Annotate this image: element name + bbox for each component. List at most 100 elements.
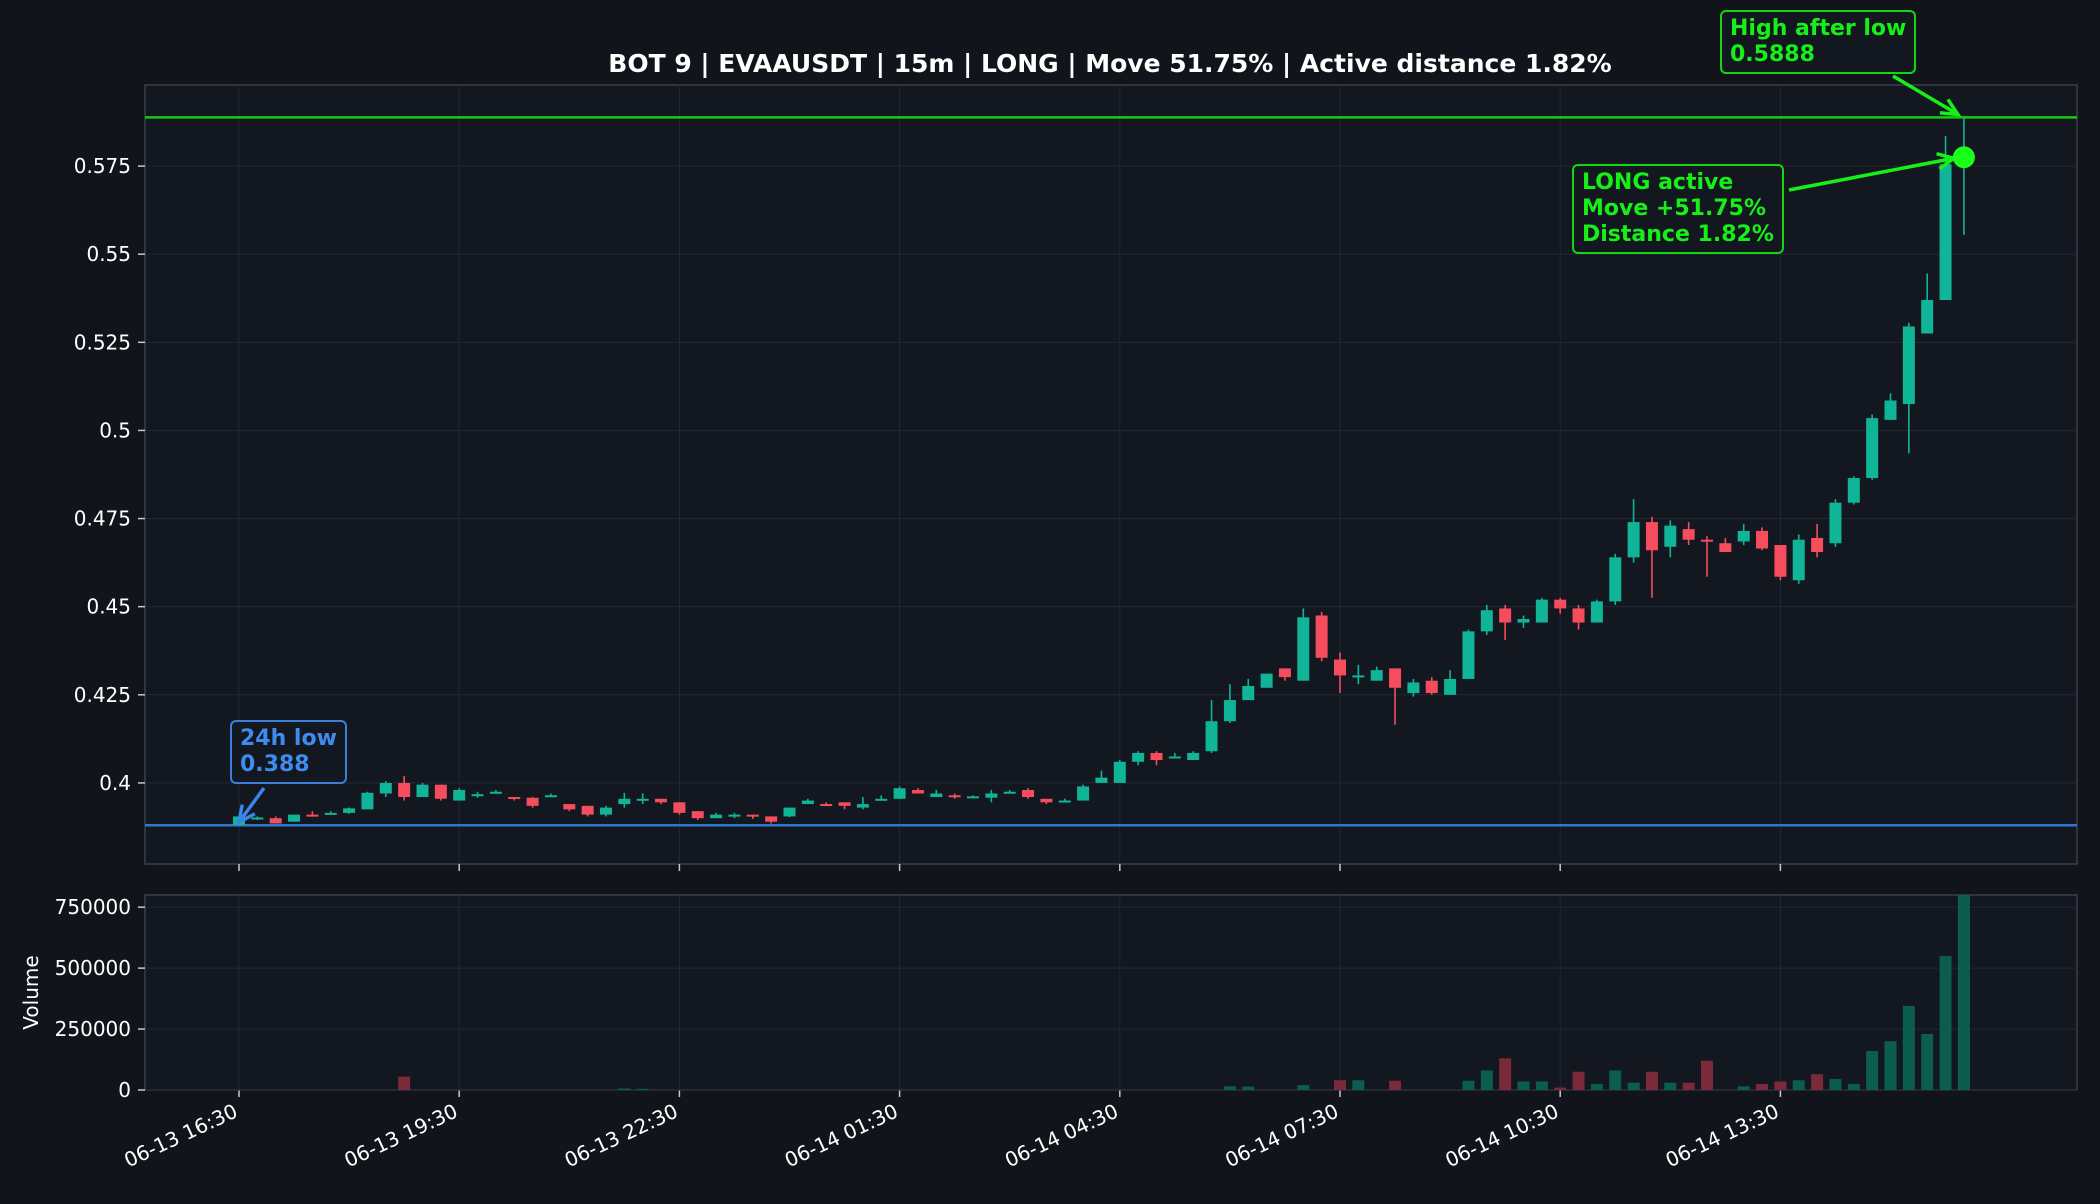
candle	[1756, 527, 1769, 551]
volume-bar	[1774, 1081, 1787, 1090]
candle	[600, 805, 612, 817]
candle	[1334, 652, 1346, 694]
candle	[1223, 684, 1236, 724]
volume-bar	[1627, 1082, 1640, 1090]
candle	[1425, 677, 1438, 695]
candle-body	[1902, 326, 1915, 405]
candle	[710, 812, 723, 819]
candle	[1352, 664, 1365, 685]
volume-bar	[1792, 1080, 1805, 1090]
candle-body	[691, 811, 704, 819]
candle-body	[1866, 418, 1879, 479]
high-callout-label: High after low	[1730, 16, 1907, 41]
candle	[1590, 599, 1603, 623]
candle	[1370, 666, 1383, 681]
candle-body	[967, 796, 979, 799]
candle	[563, 804, 576, 812]
candle-body	[1517, 619, 1530, 623]
candle	[416, 782, 429, 798]
candle	[911, 788, 924, 794]
candle	[1444, 670, 1457, 695]
price-grid	[145, 165, 2077, 784]
active-callout: LONG active Move +51.75% Distance 1.82%	[1572, 164, 1784, 254]
candle-body	[1205, 721, 1218, 752]
candle	[526, 797, 539, 808]
candle-body	[1370, 670, 1383, 681]
candle-body	[1040, 798, 1053, 803]
candle	[1811, 523, 1824, 558]
candle-body	[1774, 544, 1787, 577]
candle-body	[1811, 537, 1824, 553]
price-ytick-label: 0.4	[99, 771, 131, 795]
candle-body	[1756, 530, 1769, 549]
volume-bar	[1223, 1086, 1236, 1090]
candle	[1205, 700, 1218, 753]
candle-body	[544, 795, 557, 798]
candles	[233, 117, 1970, 826]
candle	[746, 814, 759, 819]
candle	[636, 793, 649, 805]
candle-body	[985, 793, 998, 798]
candle	[398, 775, 411, 801]
candle-body	[526, 797, 539, 806]
candle-body	[434, 784, 447, 799]
candle-body	[489, 791, 502, 794]
candle	[673, 802, 686, 815]
candle-body	[1278, 668, 1291, 678]
xtick-label: 06-14 13:30	[1662, 1099, 1783, 1172]
candle-body	[893, 788, 906, 799]
candle-body	[1168, 756, 1181, 759]
volume-ytick-label: 750000	[55, 895, 131, 919]
candle-body	[746, 814, 759, 817]
candle	[1535, 597, 1548, 623]
volume-bar	[1389, 1080, 1402, 1090]
candle	[1682, 522, 1695, 545]
candle	[1737, 523, 1750, 545]
candle	[343, 807, 356, 814]
xtick-label: 06-14 01:30	[781, 1099, 902, 1172]
candle	[489, 789, 502, 794]
candle	[1113, 760, 1126, 783]
active-arrow-shaft	[1788, 156, 1955, 192]
volume-bar	[1884, 1041, 1897, 1090]
candle-body	[398, 782, 411, 798]
volume-bar	[1499, 1058, 1512, 1090]
active-callout-line1: LONG active	[1582, 170, 1734, 195]
candle-body	[1627, 522, 1640, 558]
candle	[1150, 751, 1163, 766]
candle	[1664, 520, 1677, 558]
candle-body	[1664, 525, 1677, 547]
candle	[930, 789, 943, 798]
volume-bar	[1645, 1071, 1658, 1090]
low-arrow	[236, 786, 266, 826]
candle-body	[1921, 300, 1934, 334]
candle	[875, 795, 888, 801]
volume-bar	[618, 1088, 631, 1090]
high-arrow	[1892, 74, 1962, 117]
price-ytick-label: 0.475	[74, 507, 131, 531]
candle-body	[1315, 615, 1328, 658]
volume-bar	[1297, 1085, 1310, 1090]
xtick-label: 06-14 04:30	[1001, 1099, 1122, 1172]
candle	[820, 802, 833, 807]
candle-body	[324, 812, 337, 815]
candle-body	[1480, 610, 1493, 632]
candle-body	[1444, 678, 1457, 695]
candle-body	[306, 814, 319, 817]
candle-body	[636, 798, 649, 801]
low-arrow-shaft	[237, 786, 266, 824]
price-panel	[144, 84, 2078, 865]
high-callout-value: 0.5888	[1730, 42, 1815, 67]
candle-body	[710, 814, 723, 819]
volume-bar	[1957, 895, 1970, 1090]
candle-body	[1407, 682, 1420, 694]
candle-body	[1884, 400, 1897, 420]
candle-body	[1058, 800, 1071, 803]
candle-body	[856, 804, 869, 808]
candle-body	[820, 804, 833, 807]
volume-panel	[144, 894, 2078, 1091]
candle-body	[288, 814, 301, 822]
candle-body	[1572, 608, 1585, 623]
